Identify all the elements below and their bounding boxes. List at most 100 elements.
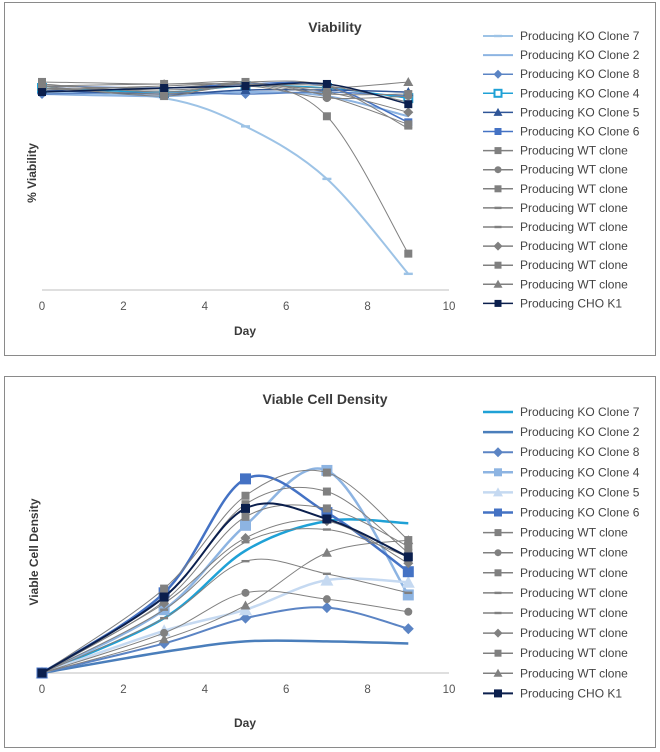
- data-point: [404, 90, 413, 99]
- data-point: [403, 552, 413, 562]
- legend-label: Producing WT clone: [520, 646, 628, 660]
- legend-item: Producing WT clone: [483, 666, 628, 680]
- legend-label: Producing WT clone: [520, 220, 628, 234]
- legend-item: Producing KO Clone 8: [483, 445, 640, 459]
- legend-label: Producing KO Clone 5: [520, 485, 640, 499]
- data-point: [241, 588, 250, 597]
- series-7: [38, 79, 413, 258]
- x-tick-label: 8: [364, 684, 370, 696]
- data-point: [404, 542, 413, 551]
- legend-item: Producing WT clone: [483, 626, 628, 640]
- legend-marker: [494, 549, 502, 557]
- legend-marker: [493, 107, 503, 116]
- legend-item: Producing WT clone: [483, 606, 628, 620]
- data-point: [241, 491, 250, 500]
- legend-label: Producing WT clone: [520, 566, 628, 580]
- data-point: [404, 607, 413, 616]
- data-point: [160, 584, 169, 593]
- data-point: [240, 600, 251, 610]
- data-point: [404, 249, 413, 258]
- legend-item: Producing WT clone: [483, 239, 628, 253]
- data-point: [322, 79, 331, 88]
- legend-item: Producing KO Clone 8: [483, 67, 640, 81]
- data-point: [158, 637, 170, 649]
- legend-item: Producing KO Clone 4: [483, 86, 640, 100]
- data-point: [403, 535, 414, 545]
- series-line: [41, 82, 409, 254]
- y-axis-label: % Viability: [25, 143, 39, 203]
- legend-marker: [494, 225, 502, 229]
- legend-item: Producing WT clone: [483, 144, 628, 158]
- legend-item: Producing KO Clone 2: [483, 48, 640, 62]
- data-point: [160, 88, 169, 97]
- legend-marker: [493, 69, 503, 79]
- legend-label: Producing WT clone: [520, 526, 628, 540]
- legend-marker: [494, 261, 502, 269]
- x-tick-label: 4: [202, 301, 209, 313]
- data-point: [240, 519, 251, 531]
- legend-marker: [494, 508, 502, 517]
- data-point: [241, 512, 250, 521]
- series-15: [38, 79, 413, 109]
- data-point: [322, 177, 332, 181]
- legend-label: Producing WT clone: [520, 586, 628, 600]
- legend-marker: [494, 299, 502, 307]
- legend-marker: [493, 241, 503, 251]
- chart-title: Viability: [308, 19, 362, 35]
- legend-item: Producing KO Clone 4: [483, 465, 640, 479]
- legend-marker: [494, 689, 502, 698]
- legend-label: Producing KO Clone 7: [520, 405, 640, 419]
- series-line: [41, 518, 409, 675]
- data-point: [160, 616, 169, 620]
- data-point: [402, 566, 414, 578]
- legend-marker: [494, 611, 502, 615]
- legend-marker: [493, 447, 503, 458]
- legend-label: Producing KO Clone 6: [520, 506, 640, 520]
- x-axis-label: Day: [234, 716, 256, 730]
- data-point: [322, 595, 331, 604]
- legend-marker: [494, 206, 502, 210]
- data-point: [404, 591, 413, 595]
- data-point: [160, 84, 169, 92]
- data-point: [404, 120, 413, 129]
- chart-title: Viable Cell Density: [262, 391, 387, 407]
- data-point: [240, 473, 251, 485]
- series-line: [41, 502, 409, 674]
- legend-marker: [494, 147, 502, 155]
- legend-marker: [493, 279, 503, 288]
- x-tick-label: 10: [443, 301, 456, 313]
- data-point: [403, 107, 414, 118]
- data-point: [321, 507, 333, 519]
- legend-item: Producing KO Clone 7: [483, 405, 640, 419]
- data-point: [403, 76, 414, 86]
- legend-label: Producing KO Clone 7: [520, 29, 640, 43]
- series-1: [41, 518, 409, 675]
- legend-label: Producing KO Clone 5: [520, 105, 640, 119]
- legend-marker: [494, 569, 502, 577]
- data-point: [38, 88, 46, 97]
- legend-label: Producing KO Clone 4: [520, 465, 640, 479]
- data-point: [37, 80, 47, 90]
- legend-item: Producing KO Clone 7: [483, 29, 640, 43]
- legend-marker: [493, 668, 503, 677]
- data-point: [404, 100, 413, 109]
- series-5: [35, 573, 415, 679]
- legend-marker: [494, 468, 502, 477]
- data-point: [322, 468, 331, 477]
- x-tick-label: 0: [39, 301, 45, 313]
- series-line: [41, 91, 410, 275]
- x-axis-label: Day: [234, 324, 256, 338]
- legend-item: Producing KO Clone 2: [483, 425, 640, 439]
- series-1: [37, 90, 413, 276]
- series-15: [37, 502, 413, 678]
- legend-item: Producing WT clone: [483, 201, 628, 215]
- legend-item: Producing CHO K1: [483, 296, 622, 310]
- legend-item: Producing WT clone: [483, 566, 628, 580]
- legend-label: Producing WT clone: [520, 666, 628, 680]
- x-tick-label: 0: [39, 684, 45, 696]
- data-point: [401, 575, 415, 588]
- legend-item: Producing KO Clone 5: [483, 485, 640, 499]
- data-point: [402, 589, 414, 601]
- legend-marker: [494, 649, 502, 657]
- legend-marker: [494, 591, 502, 595]
